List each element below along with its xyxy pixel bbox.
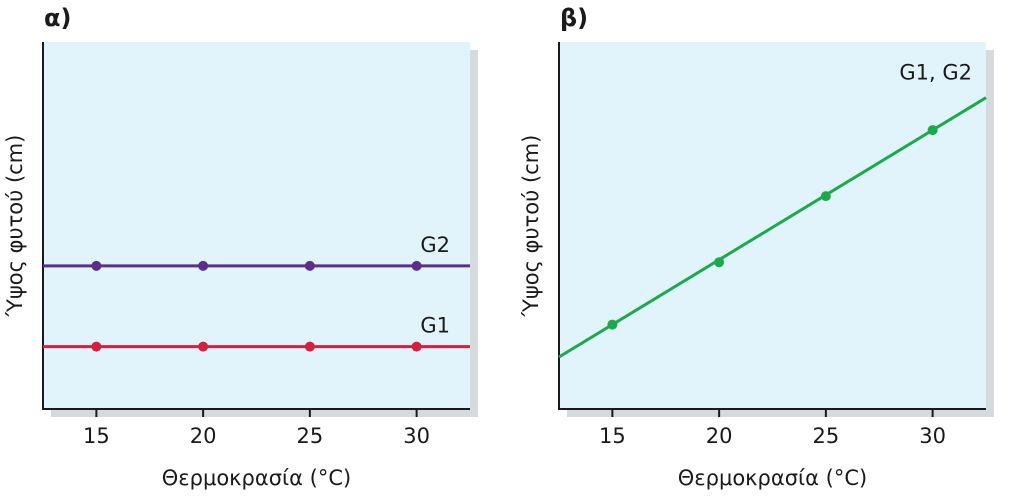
x-tick-label-20: 20 xyxy=(190,424,217,448)
x-axis-title: Θερμοκρασία (°C) xyxy=(162,466,351,490)
series-g2-point-20 xyxy=(198,260,209,271)
series-g1-g2-point-25 xyxy=(820,191,831,202)
plot-area xyxy=(559,42,986,409)
panel-b: 15 20 25 30 G1, G2 β) Θερμοκρασία (°C) Ύψος φυτ… xyxy=(519,4,994,490)
x-tick-label-15: 15 xyxy=(599,424,626,448)
plot-shadow-bottom xyxy=(567,409,994,417)
x-tick-label-30: 30 xyxy=(403,424,430,448)
series-g2-point-25 xyxy=(304,260,315,271)
series-g1-point-15 xyxy=(91,341,102,352)
x-axis-title: Θερμοκρασία (°C) xyxy=(678,466,867,490)
series-g2-label: G2 xyxy=(420,233,450,257)
series-g1-g2-line xyxy=(558,96,987,359)
plot-shadow-bottom xyxy=(51,409,478,417)
plot-shadow-right xyxy=(986,50,994,409)
panel-label: α) xyxy=(44,4,71,32)
series-g1-g2-label: G1, G2 xyxy=(899,61,972,85)
x-tick-label-30: 30 xyxy=(919,424,946,448)
plot-shadow-right xyxy=(470,50,478,409)
y-axis-title: Ύψος φυτού (cm) xyxy=(519,135,543,318)
panel-label: β) xyxy=(560,4,588,32)
series-g1-label: G1 xyxy=(420,314,450,338)
series-g1-point-20 xyxy=(198,341,209,352)
series-g1-g2-point-15 xyxy=(607,319,618,330)
series-g1-g2-point-20 xyxy=(714,257,725,268)
plot-area xyxy=(43,42,470,409)
panel-a: 15 20 25 30 G2 G1 α) Θερμοκρασία (°C) Ύψος φυτού… xyxy=(3,4,478,490)
y-axis-title: Ύψος φυτού (cm) xyxy=(3,135,27,318)
series-g2-point-30 xyxy=(411,260,422,271)
series-g1-point-25 xyxy=(304,341,315,352)
series-g2-point-15 xyxy=(91,260,102,271)
x-tick-label-25: 25 xyxy=(813,424,840,448)
series-g1-point-30 xyxy=(411,341,422,352)
x-tick-label-15: 15 xyxy=(83,424,110,448)
x-tick-label-20: 20 xyxy=(706,424,733,448)
x-tick-label-25: 25 xyxy=(297,424,324,448)
series-g1-g2-point-30 xyxy=(927,125,938,136)
